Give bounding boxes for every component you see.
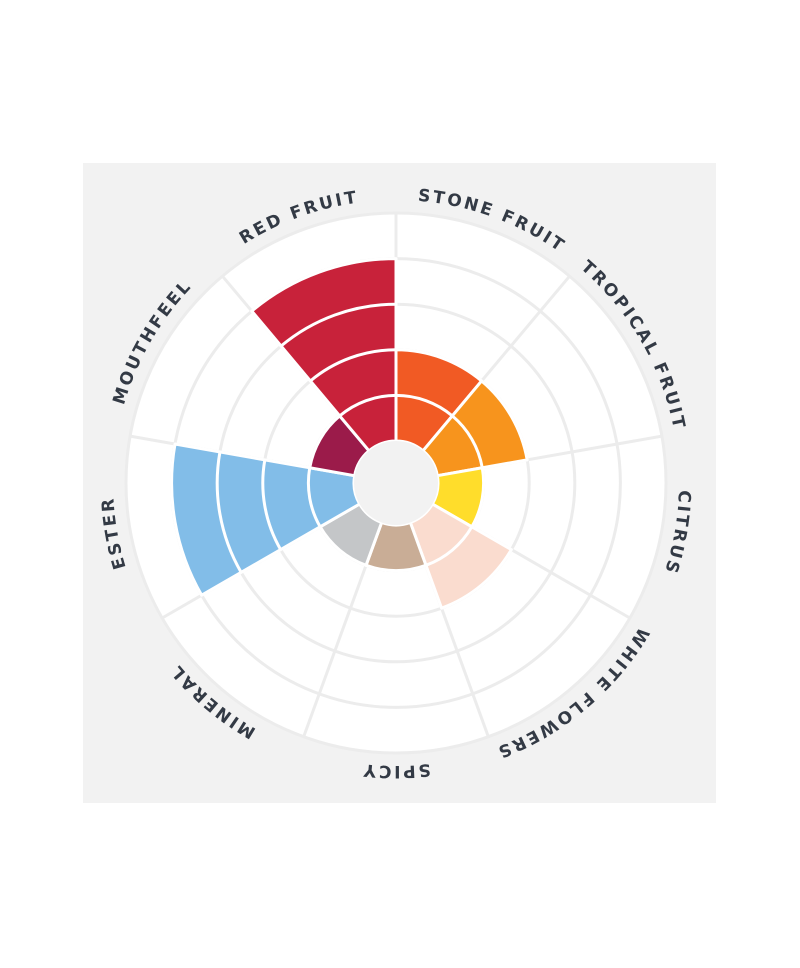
segment-divider: [309, 348, 397, 383]
segment-divider: [261, 459, 282, 551]
segment-divider: [395, 393, 454, 418]
segment-divider: [425, 526, 474, 567]
segment-divider: [280, 302, 397, 348]
segment-divider: [306, 467, 322, 528]
segment-divider: [215, 451, 243, 574]
category-label-path: SPICY: [360, 759, 429, 781]
segment-divider: [451, 414, 484, 469]
category-label: SPICY: [360, 759, 431, 781]
center-hole: [354, 441, 438, 525]
segment-divider: [338, 393, 397, 418]
